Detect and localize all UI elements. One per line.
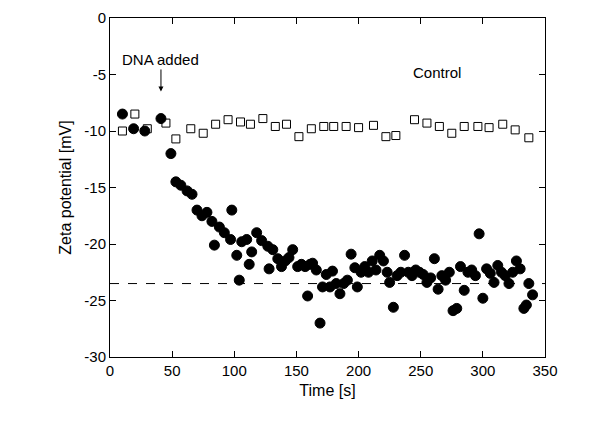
- svg-text:200: 200: [346, 362, 371, 379]
- svg-text:250: 250: [408, 362, 433, 379]
- svg-text:0: 0: [98, 9, 106, 26]
- svg-text:-5: -5: [93, 66, 106, 83]
- svg-text:DNA added: DNA added: [122, 51, 199, 68]
- svg-text:-10: -10: [84, 122, 106, 139]
- svg-text:100: 100: [222, 362, 247, 379]
- svg-text:-25: -25: [84, 292, 106, 309]
- svg-text:-15: -15: [84, 179, 106, 196]
- svg-text:-20: -20: [84, 235, 106, 252]
- svg-text:Time [s]: Time [s]: [299, 382, 355, 399]
- svg-text:0: 0: [106, 362, 114, 379]
- svg-text:50: 50: [164, 362, 181, 379]
- svg-text:Control: Control: [413, 64, 461, 81]
- svg-text:300: 300: [470, 362, 495, 379]
- svg-text:-30: -30: [84, 348, 106, 365]
- svg-text:150: 150: [284, 362, 309, 379]
- svg-text:Zeta potential [mV]: Zeta potential [mV]: [57, 120, 74, 254]
- svg-text:350: 350: [532, 362, 557, 379]
